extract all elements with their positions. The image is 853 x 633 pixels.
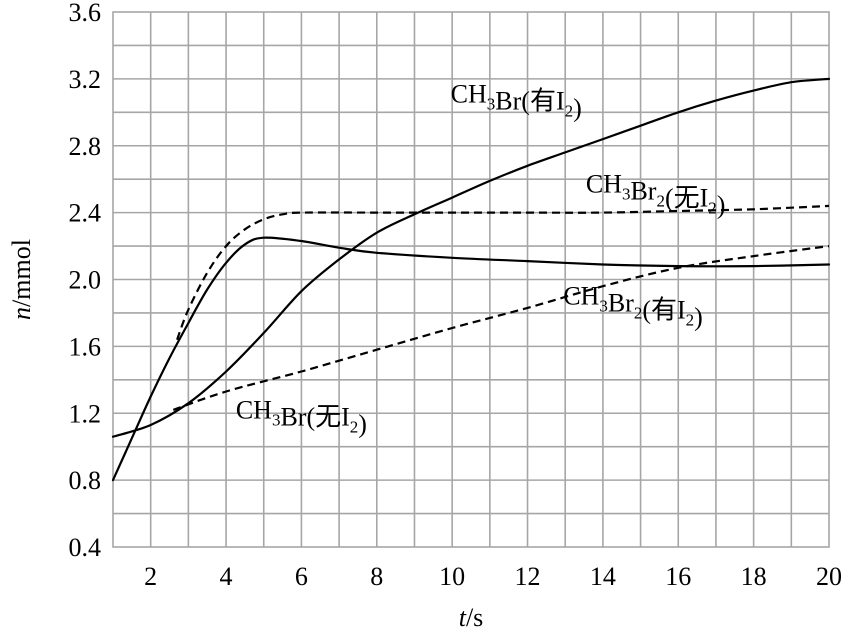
y-tick-labels: 0.4 0.8 1.2 1.6 2.0 2.4 2.8 3.2 3.6 xyxy=(69,0,102,562)
y-axis-title: n/mmol xyxy=(7,239,36,320)
curve-label-4: CH3Br(无I2) xyxy=(236,395,367,438)
series-line-3 xyxy=(111,236,831,482)
y-tick-label: 3.2 xyxy=(69,65,102,94)
y-tick-label: 2.8 xyxy=(69,132,102,161)
y-tick-label: 2.4 xyxy=(69,199,102,228)
series-lines xyxy=(111,77,831,482)
y-axis-unit: /mmol xyxy=(7,239,36,307)
curve-label-1: CH3Br(有I2) xyxy=(451,79,582,122)
x-tick-label: 20 xyxy=(816,562,842,591)
series-line-4 xyxy=(172,245,830,411)
x-tick-label: 2 xyxy=(144,562,157,591)
x-tick-label: 14 xyxy=(590,562,616,591)
x-tick-label: 4 xyxy=(220,562,233,591)
x-tick-label: 8 xyxy=(370,562,383,591)
y-tick-label: 0.8 xyxy=(69,466,102,495)
x-tick-label: 12 xyxy=(515,562,541,591)
series-line-2 xyxy=(176,204,830,341)
series-line-1 xyxy=(111,77,831,438)
curve-label-3: CH3Br2(有I2) xyxy=(563,282,703,332)
x-axis-var: t xyxy=(459,603,467,632)
y-tick-label: 2.0 xyxy=(69,266,102,295)
y-tick-label: 0.4 xyxy=(69,533,102,562)
x-axis-unit: /s xyxy=(466,603,483,632)
plot-frame xyxy=(112,11,830,548)
x-tick-label: 16 xyxy=(665,562,691,591)
curve-labels: CH3Br(有I2) CH3Br2(无I2) CH3Br2(有I2) CH3Br(无I… xyxy=(236,79,726,438)
x-tick-labels: 2 4 6 8 10 12 14 16 18 20 xyxy=(144,562,842,591)
y-axis-var: n xyxy=(7,307,36,320)
x-tick-label: 18 xyxy=(741,562,767,591)
x-tick-label: 6 xyxy=(295,562,308,591)
x-tick-label: 10 xyxy=(439,562,465,591)
x-axis-title: t/s xyxy=(459,603,484,632)
curve-label-2: CH3Br2(无I2) xyxy=(586,170,726,220)
y-tick-label: 1.2 xyxy=(69,399,102,428)
grid xyxy=(112,11,830,548)
y-tick-label: 1.6 xyxy=(69,332,102,361)
y-tick-label: 3.6 xyxy=(69,0,102,27)
